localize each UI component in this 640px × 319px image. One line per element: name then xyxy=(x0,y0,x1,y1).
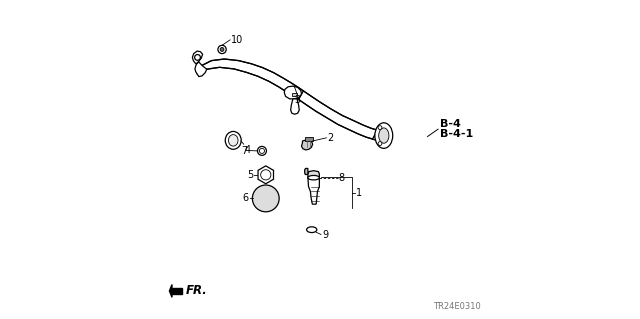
Ellipse shape xyxy=(375,123,393,148)
Polygon shape xyxy=(308,177,319,204)
Circle shape xyxy=(218,45,226,54)
Circle shape xyxy=(252,185,279,212)
Circle shape xyxy=(259,192,272,205)
Bar xyxy=(292,93,297,96)
Text: 10: 10 xyxy=(231,35,243,45)
Polygon shape xyxy=(258,166,273,184)
Polygon shape xyxy=(172,288,182,294)
Bar xyxy=(305,137,313,141)
Polygon shape xyxy=(308,171,319,177)
Ellipse shape xyxy=(228,135,238,146)
Circle shape xyxy=(255,188,276,209)
Polygon shape xyxy=(301,140,313,150)
Text: 8: 8 xyxy=(339,173,344,183)
Polygon shape xyxy=(195,62,207,77)
Text: FR.: FR. xyxy=(186,285,207,297)
Ellipse shape xyxy=(308,175,319,180)
Ellipse shape xyxy=(307,227,317,233)
Text: B-4: B-4 xyxy=(440,119,461,130)
Text: 6: 6 xyxy=(243,193,249,204)
Text: B-4-1: B-4-1 xyxy=(440,129,473,139)
Circle shape xyxy=(257,146,266,155)
Ellipse shape xyxy=(379,128,389,143)
Circle shape xyxy=(378,126,382,130)
Text: TR24E0310: TR24E0310 xyxy=(433,302,481,311)
Text: 2: 2 xyxy=(327,133,333,143)
Polygon shape xyxy=(305,168,308,174)
Text: 4: 4 xyxy=(244,145,250,155)
Circle shape xyxy=(378,142,382,145)
Circle shape xyxy=(260,170,271,180)
Text: 1: 1 xyxy=(356,188,362,197)
Polygon shape xyxy=(170,285,172,297)
Text: 9: 9 xyxy=(322,230,328,240)
Polygon shape xyxy=(299,91,378,139)
Circle shape xyxy=(259,148,264,153)
Text: 3: 3 xyxy=(294,95,301,105)
Polygon shape xyxy=(291,99,300,114)
Circle shape xyxy=(262,195,269,202)
Polygon shape xyxy=(193,51,203,64)
Polygon shape xyxy=(284,86,301,99)
Text: 5: 5 xyxy=(247,170,253,180)
Ellipse shape xyxy=(225,131,241,149)
Text: 7: 7 xyxy=(241,145,248,156)
Circle shape xyxy=(220,48,224,51)
Polygon shape xyxy=(372,123,384,148)
Polygon shape xyxy=(197,59,303,100)
Circle shape xyxy=(195,55,200,60)
